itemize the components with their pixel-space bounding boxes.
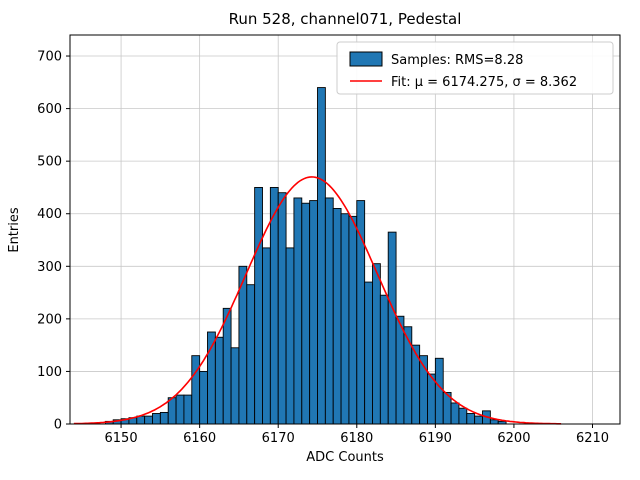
- histogram-bar: [262, 247, 271, 425]
- chart-title: Run 528, channel071, Pedestal: [229, 10, 462, 28]
- y-tick-label: 300: [37, 260, 62, 275]
- x-tick-label: 6160: [183, 431, 216, 446]
- y-tick-label: 700: [37, 50, 62, 65]
- histogram-bar: [214, 336, 224, 425]
- histogram-bar: [277, 192, 287, 425]
- histogram-bar: [403, 326, 413, 425]
- histogram-bar: [309, 200, 318, 425]
- y-tick-label: 0: [54, 418, 62, 433]
- histogram-bar: [395, 315, 405, 425]
- x-tick-label: 6210: [576, 431, 609, 446]
- histogram-bar: [246, 284, 256, 425]
- histogram-bar: [466, 413, 476, 425]
- histogram-bar: [356, 200, 366, 425]
- histogram-bar: [230, 347, 240, 425]
- legend: Samples: RMS=8.28 Fit: μ = 6174.275, σ =…: [336, 41, 614, 95]
- histogram-bar: [474, 415, 483, 425]
- histogram-bar: [152, 413, 161, 425]
- axes-spines: [69, 34, 621, 425]
- histogram-bar: [348, 215, 358, 425]
- histogram-bar: [379, 294, 389, 425]
- histogram-bar: [317, 87, 326, 425]
- histogram-bar: [167, 397, 177, 425]
- histogram-bar: [387, 231, 397, 425]
- histogram-bar: [144, 415, 153, 425]
- histogram-bar: [191, 355, 201, 425]
- histogram-bar: [324, 197, 334, 425]
- y-tick-label: 500: [37, 155, 62, 170]
- x-tick-label: 6190: [419, 431, 452, 446]
- y-tick-label: 600: [37, 102, 62, 117]
- histogram-bar: [199, 370, 208, 425]
- x-tick-label: 6200: [497, 431, 530, 446]
- histogram-bar: [285, 247, 295, 425]
- histogram-bar: [458, 407, 468, 425]
- histogram-bar: [238, 265, 248, 425]
- y-tick-label: 100: [37, 365, 62, 380]
- histogram-bar: [159, 411, 169, 425]
- histogram-bar: [332, 208, 342, 425]
- histogram-bar: [269, 186, 279, 425]
- x-tick-label: 6150: [105, 431, 138, 446]
- histogram-bar: [340, 213, 350, 425]
- gaussian-fit-curve: [73, 176, 562, 425]
- histogram-bar: [434, 357, 444, 425]
- histogram-bar: [301, 202, 311, 425]
- histogram-bar: [183, 394, 193, 425]
- x-axis-label: ADC Counts: [306, 450, 384, 465]
- legend-samples-patch: [349, 51, 383, 67]
- histogram-bar: [450, 402, 460, 425]
- y-tick-label: 400: [37, 207, 62, 222]
- y-axis-label: Entries: [7, 207, 22, 253]
- legend-box: [336, 41, 614, 95]
- legend-samples-label: Samples: RMS=8.28: [391, 53, 523, 68]
- histogram-bar: [293, 197, 303, 425]
- histogram-bar: [372, 263, 381, 425]
- histogram-bar: [489, 419, 499, 425]
- x-tick-label: 6180: [340, 431, 373, 446]
- histogram-bar: [175, 394, 185, 425]
- histogram-bar: [222, 307, 232, 425]
- x-tick-label: 6170: [262, 431, 295, 446]
- histogram-bar: [364, 281, 373, 425]
- legend-fit-label: Fit: μ = 6174.275, σ = 8.362: [391, 75, 577, 90]
- y-tick-label: 200: [37, 312, 62, 327]
- histogram-bar: [254, 186, 263, 425]
